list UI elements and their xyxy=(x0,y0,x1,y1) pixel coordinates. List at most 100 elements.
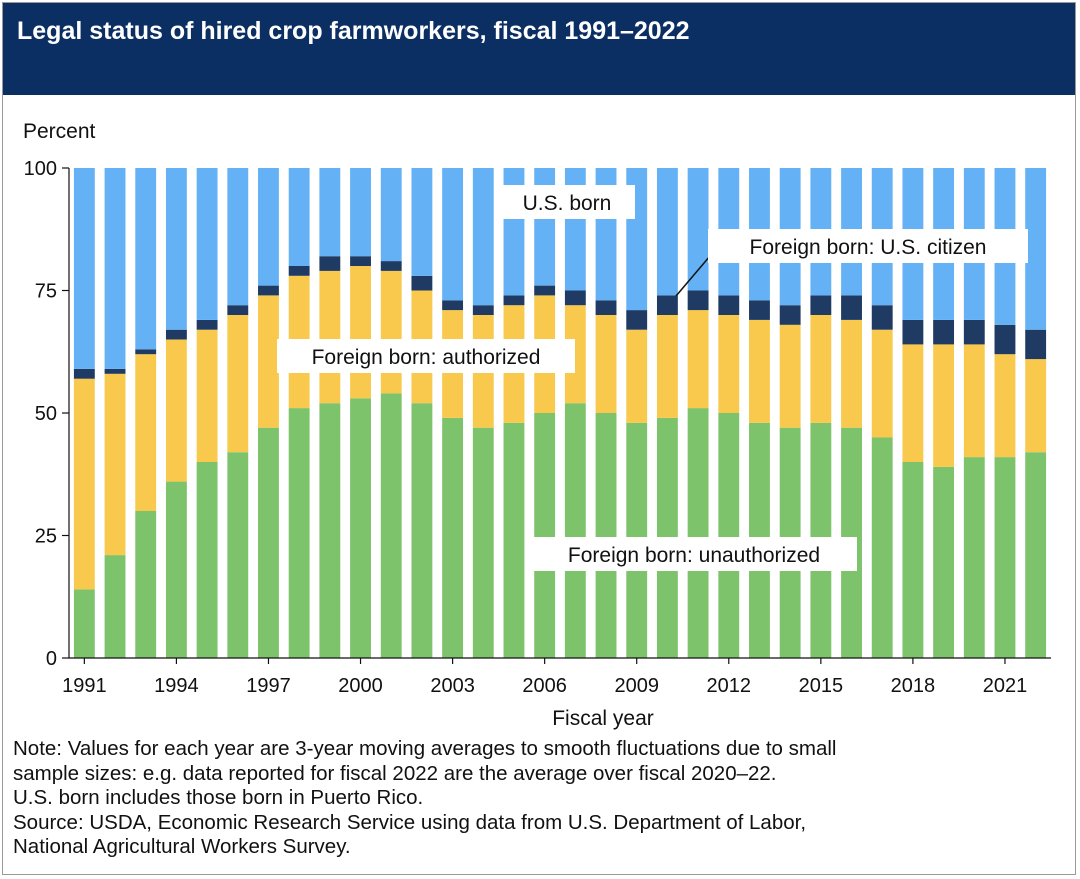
citizen-label-bg xyxy=(708,229,1028,263)
bar-segment-u-s-born-2010 xyxy=(656,168,678,296)
y-tick-label: 75 xyxy=(35,281,57,303)
bar-segment-u-s-born-1991 xyxy=(73,168,95,369)
authorized-label: Foreign born: authorized xyxy=(312,346,541,369)
bar-segment-foreign-born-u-s-citizen-2000 xyxy=(350,256,371,266)
bar-segment-foreign-born-unauthorized-2011 xyxy=(687,408,709,658)
bar-segment-foreign-born-authorized-2012 xyxy=(718,315,740,413)
unauthorized-label: Foreign born: unauthorized xyxy=(568,544,820,567)
unauthorized-label-bg xyxy=(531,537,857,571)
bar-segment-foreign-born-unauthorized-1993 xyxy=(135,511,157,658)
bar-segment-foreign-born-u-s-citizen-1993 xyxy=(135,349,157,355)
note-line: sample sizes: e.g. data reported for fis… xyxy=(13,761,777,785)
bar-segment-foreign-born-authorized-2010 xyxy=(656,315,678,418)
bar-segment-foreign-born-authorized-2007 xyxy=(564,305,586,404)
bar-segment-u-s-born-2011 xyxy=(687,168,709,291)
bar-segment-foreign-born-u-s-citizen-2012 xyxy=(718,295,740,315)
bar-segment-u-s-born-2000 xyxy=(350,168,371,257)
bar-segment-foreign-born-authorized-2017 xyxy=(871,329,893,438)
bar-segment-foreign-born-authorized-1994 xyxy=(165,339,187,482)
bar-segment-foreign-born-authorized-1999 xyxy=(319,270,341,404)
bar-segment-foreign-born-authorized-1993 xyxy=(135,354,157,511)
bar-segment-foreign-born-unauthorized-1997 xyxy=(258,427,279,658)
bar-segment-u-s-born-2004 xyxy=(472,168,494,306)
bar-segment-foreign-born-u-s-citizen-2017 xyxy=(871,305,893,330)
bar-segment-foreign-born-u-s-citizen-2011 xyxy=(687,290,709,311)
bar-segment-foreign-born-authorized-2019 xyxy=(933,344,955,467)
bar-segment-foreign-born-authorized-2016 xyxy=(841,319,862,428)
bar-segment-foreign-born-u-s-citizen-2003 xyxy=(442,300,464,311)
title-bar: Legal status of hired crop farmworkers, … xyxy=(3,3,1075,95)
bar-segment-foreign-born-u-s-citizen-1994 xyxy=(165,329,187,340)
bar-segment-foreign-born-unauthorized-2003 xyxy=(442,417,464,658)
bar-segment-foreign-born-authorized-2018 xyxy=(902,344,924,462)
bar-segment-u-s-born-1995 xyxy=(196,168,218,320)
bar-segment-u-s-born-2002 xyxy=(411,168,433,276)
x-axis-label: Fiscal year xyxy=(552,707,654,730)
bar-segment-foreign-born-authorized-2009 xyxy=(626,329,648,423)
bar-segment-foreign-born-authorized-2001 xyxy=(380,270,402,394)
bar-segment-foreign-born-u-s-citizen-2016 xyxy=(841,295,862,320)
x-tick-label: 1991 xyxy=(62,675,107,697)
bar-segment-foreign-born-u-s-citizen-2018 xyxy=(902,319,924,345)
bar-segment-foreign-born-unauthorized-2012 xyxy=(718,413,740,658)
note-line: Note: Values for each year are 3-year mo… xyxy=(13,737,837,760)
bar-segment-foreign-born-unauthorized-2004 xyxy=(472,427,494,658)
bar-segment-foreign-born-u-s-citizen-2005 xyxy=(503,295,525,306)
bar-segment-foreign-born-u-s-citizen-2019 xyxy=(933,319,955,345)
x-tick-label: 2006 xyxy=(522,675,567,697)
bar-segment-foreign-born-unauthorized-2017 xyxy=(871,437,893,658)
y-axis: 0 25 50 75 100 xyxy=(24,158,70,670)
bar-segment-foreign-born-unauthorized-1994 xyxy=(165,481,187,658)
bar-segment-foreign-born-authorized-1991 xyxy=(73,378,95,590)
bar-segment-foreign-born-unauthorized-1991 xyxy=(73,589,95,658)
x-tick-label: 1997 xyxy=(246,675,291,697)
bar-segment-foreign-born-unauthorized-2020 xyxy=(963,457,985,658)
bar-segment-foreign-born-unauthorized-1998 xyxy=(288,408,310,658)
bar-segment-foreign-born-authorized-2000 xyxy=(350,266,371,399)
bar-segment-foreign-born-u-s-citizen-2004 xyxy=(472,305,494,315)
bar-segment-foreign-born-u-s-citizen-2015 xyxy=(810,295,832,315)
bar-segment-foreign-born-u-s-citizen-2001 xyxy=(380,261,402,271)
bar-segment-foreign-born-u-s-citizen-1998 xyxy=(288,266,310,276)
bar-segment-u-s-born-1993 xyxy=(135,168,157,350)
bar-segment-foreign-born-u-s-citizen-2021 xyxy=(994,324,1016,355)
y-axis-label: Percent xyxy=(23,120,96,143)
bar-segment-foreign-born-u-s-citizen-2014 xyxy=(779,305,801,325)
source-line: National Agricultural Workers Survey. xyxy=(13,835,351,858)
bar-segment-foreign-born-u-s-citizen-1999 xyxy=(319,256,341,271)
y-tick-label: 0 xyxy=(46,648,57,670)
bar-segment-foreign-born-u-s-citizen-2008 xyxy=(595,300,617,315)
bar-segment-foreign-born-authorized-2020 xyxy=(963,344,985,458)
bar-segment-foreign-born-authorized-2021 xyxy=(994,354,1016,458)
bar-segment-u-s-born-1997 xyxy=(258,168,279,286)
chart-title: Legal status of hired crop farmworkers, … xyxy=(17,17,690,45)
authorized-label-bg xyxy=(277,339,575,373)
bar-segment-foreign-born-unauthorized-2005 xyxy=(503,422,525,658)
bar-segment-foreign-born-unauthorized-1992 xyxy=(104,555,126,658)
x-tick-label: 1994 xyxy=(154,675,199,697)
bar-segment-foreign-born-authorized-2022 xyxy=(1025,359,1047,453)
bar-segment-foreign-born-unauthorized-1996 xyxy=(227,452,249,658)
y-tick-label: 25 xyxy=(35,526,57,548)
x-tick-label: 2003 xyxy=(430,675,475,697)
bar-segment-foreign-born-authorized-2014 xyxy=(779,324,801,428)
bar-segment-foreign-born-unauthorized-2000 xyxy=(350,398,371,658)
bar-segment-foreign-born-unauthorized-2021 xyxy=(994,457,1016,658)
bar-segment-foreign-born-u-s-citizen-2020 xyxy=(963,319,985,345)
bar-segment-foreign-born-u-s-citizen-1997 xyxy=(258,285,279,296)
bar-segment-foreign-born-unauthorized-2008 xyxy=(595,413,617,658)
bar-segment-foreign-born-unauthorized-1995 xyxy=(196,462,218,658)
bar-segment-foreign-born-u-s-citizen-1996 xyxy=(227,305,249,315)
x-axis: 1991 1994 1997 2000 2003 2006 2009 2012 2015 2018… xyxy=(62,657,1051,697)
x-tick-label: 2012 xyxy=(707,675,752,697)
bar-segment-foreign-born-u-s-citizen-2007 xyxy=(564,290,586,306)
bar-segment-foreign-born-authorized-1995 xyxy=(196,329,218,462)
bar-segment-u-s-born-2022 xyxy=(1025,168,1047,330)
bar-segment-foreign-born-unauthorized-2019 xyxy=(933,466,955,658)
us-born-label-bg xyxy=(499,185,635,219)
x-tick-label: 2015 xyxy=(799,675,844,697)
bar-segment-foreign-born-u-s-citizen-2006 xyxy=(534,285,556,296)
bar-segment-u-s-born-1992 xyxy=(104,168,126,369)
stacked-bar-chart: Percent 0 25 50 75 100 1991 1994 1997 2000 2003 2… xyxy=(23,120,1051,730)
